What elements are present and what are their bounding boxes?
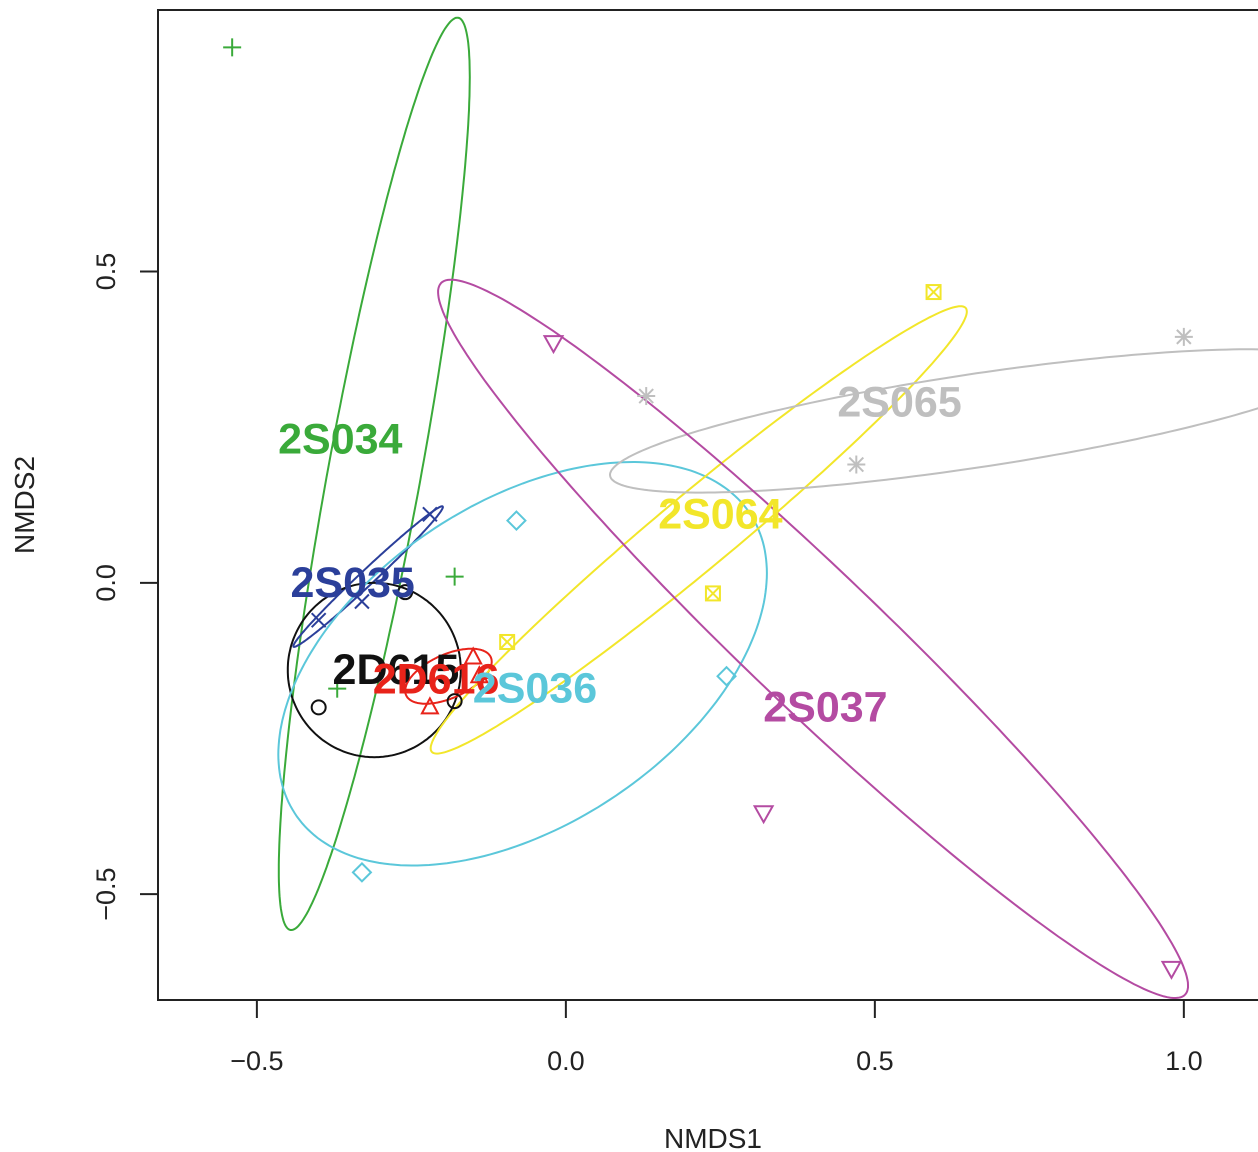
plot-frame [157,9,1258,1001]
point-2d616 [420,696,440,715]
group-label-2s065: 2S065 [837,378,961,426]
group-label-2s037: 2S037 [763,683,887,731]
point-2s035 [422,506,438,523]
point-2s034 [328,679,347,698]
x-tick-label: 0.0 [547,1046,585,1076]
x-tick-label: −0.5 [230,1046,283,1076]
point-2s065 [1174,327,1193,346]
ellipse-2d615 [286,581,462,759]
point-2s037 [542,335,565,355]
group-label-2d616: 2D616 [373,655,500,703]
point-2s064 [704,585,721,602]
y-axis: −0.5 0.0 0.5 [91,253,158,921]
y-axis-title: NMDS2 [9,456,40,554]
ellipse-2s064 [429,305,968,755]
point-2s034 [223,38,242,57]
point-2s064 [925,284,942,301]
point-2d616 [469,665,490,684]
points-layer [223,38,1193,980]
ellipse-2s034 [277,16,471,931]
ellipse-2s037 [437,278,1189,999]
point-2s036 [716,665,737,687]
ellipses-layer [277,16,1258,999]
x-tick-label: 0.5 [856,1046,894,1076]
point-2d615 [310,699,327,716]
group-label-2s035: 2S035 [290,559,414,607]
point-2s037 [752,805,775,825]
point-2s036 [506,510,527,531]
group-label-2d615: 2D615 [333,646,460,694]
point-2s064 [499,633,516,650]
group-label-2s036: 2S036 [473,665,597,713]
point-2d616 [463,646,483,665]
point-2s035 [354,593,370,610]
ellipse-2s036 [277,460,768,867]
y-tick-label: −0.5 [91,867,121,920]
point-2s065 [637,387,656,406]
point-2d615 [446,693,463,710]
y-tick-label: 0.0 [91,564,121,602]
group-label-2s034: 2S034 [278,416,402,464]
point-2s034 [445,567,464,586]
x-axis-title: NMDS1 [664,1123,762,1152]
point-2s037 [1160,960,1183,980]
y-tick-label: 0.5 [91,253,121,291]
x-axis: −0.5 0.0 0.5 1.0 [230,1000,1203,1076]
point-2d615 [397,584,414,601]
x-tick-label: 1.0 [1165,1046,1203,1076]
point-2s065 [847,455,866,474]
group-label-2s064: 2S064 [658,490,782,538]
point-2s035 [310,612,327,628]
point-2s036 [351,861,373,883]
ellipse-2s065 [608,348,1258,494]
